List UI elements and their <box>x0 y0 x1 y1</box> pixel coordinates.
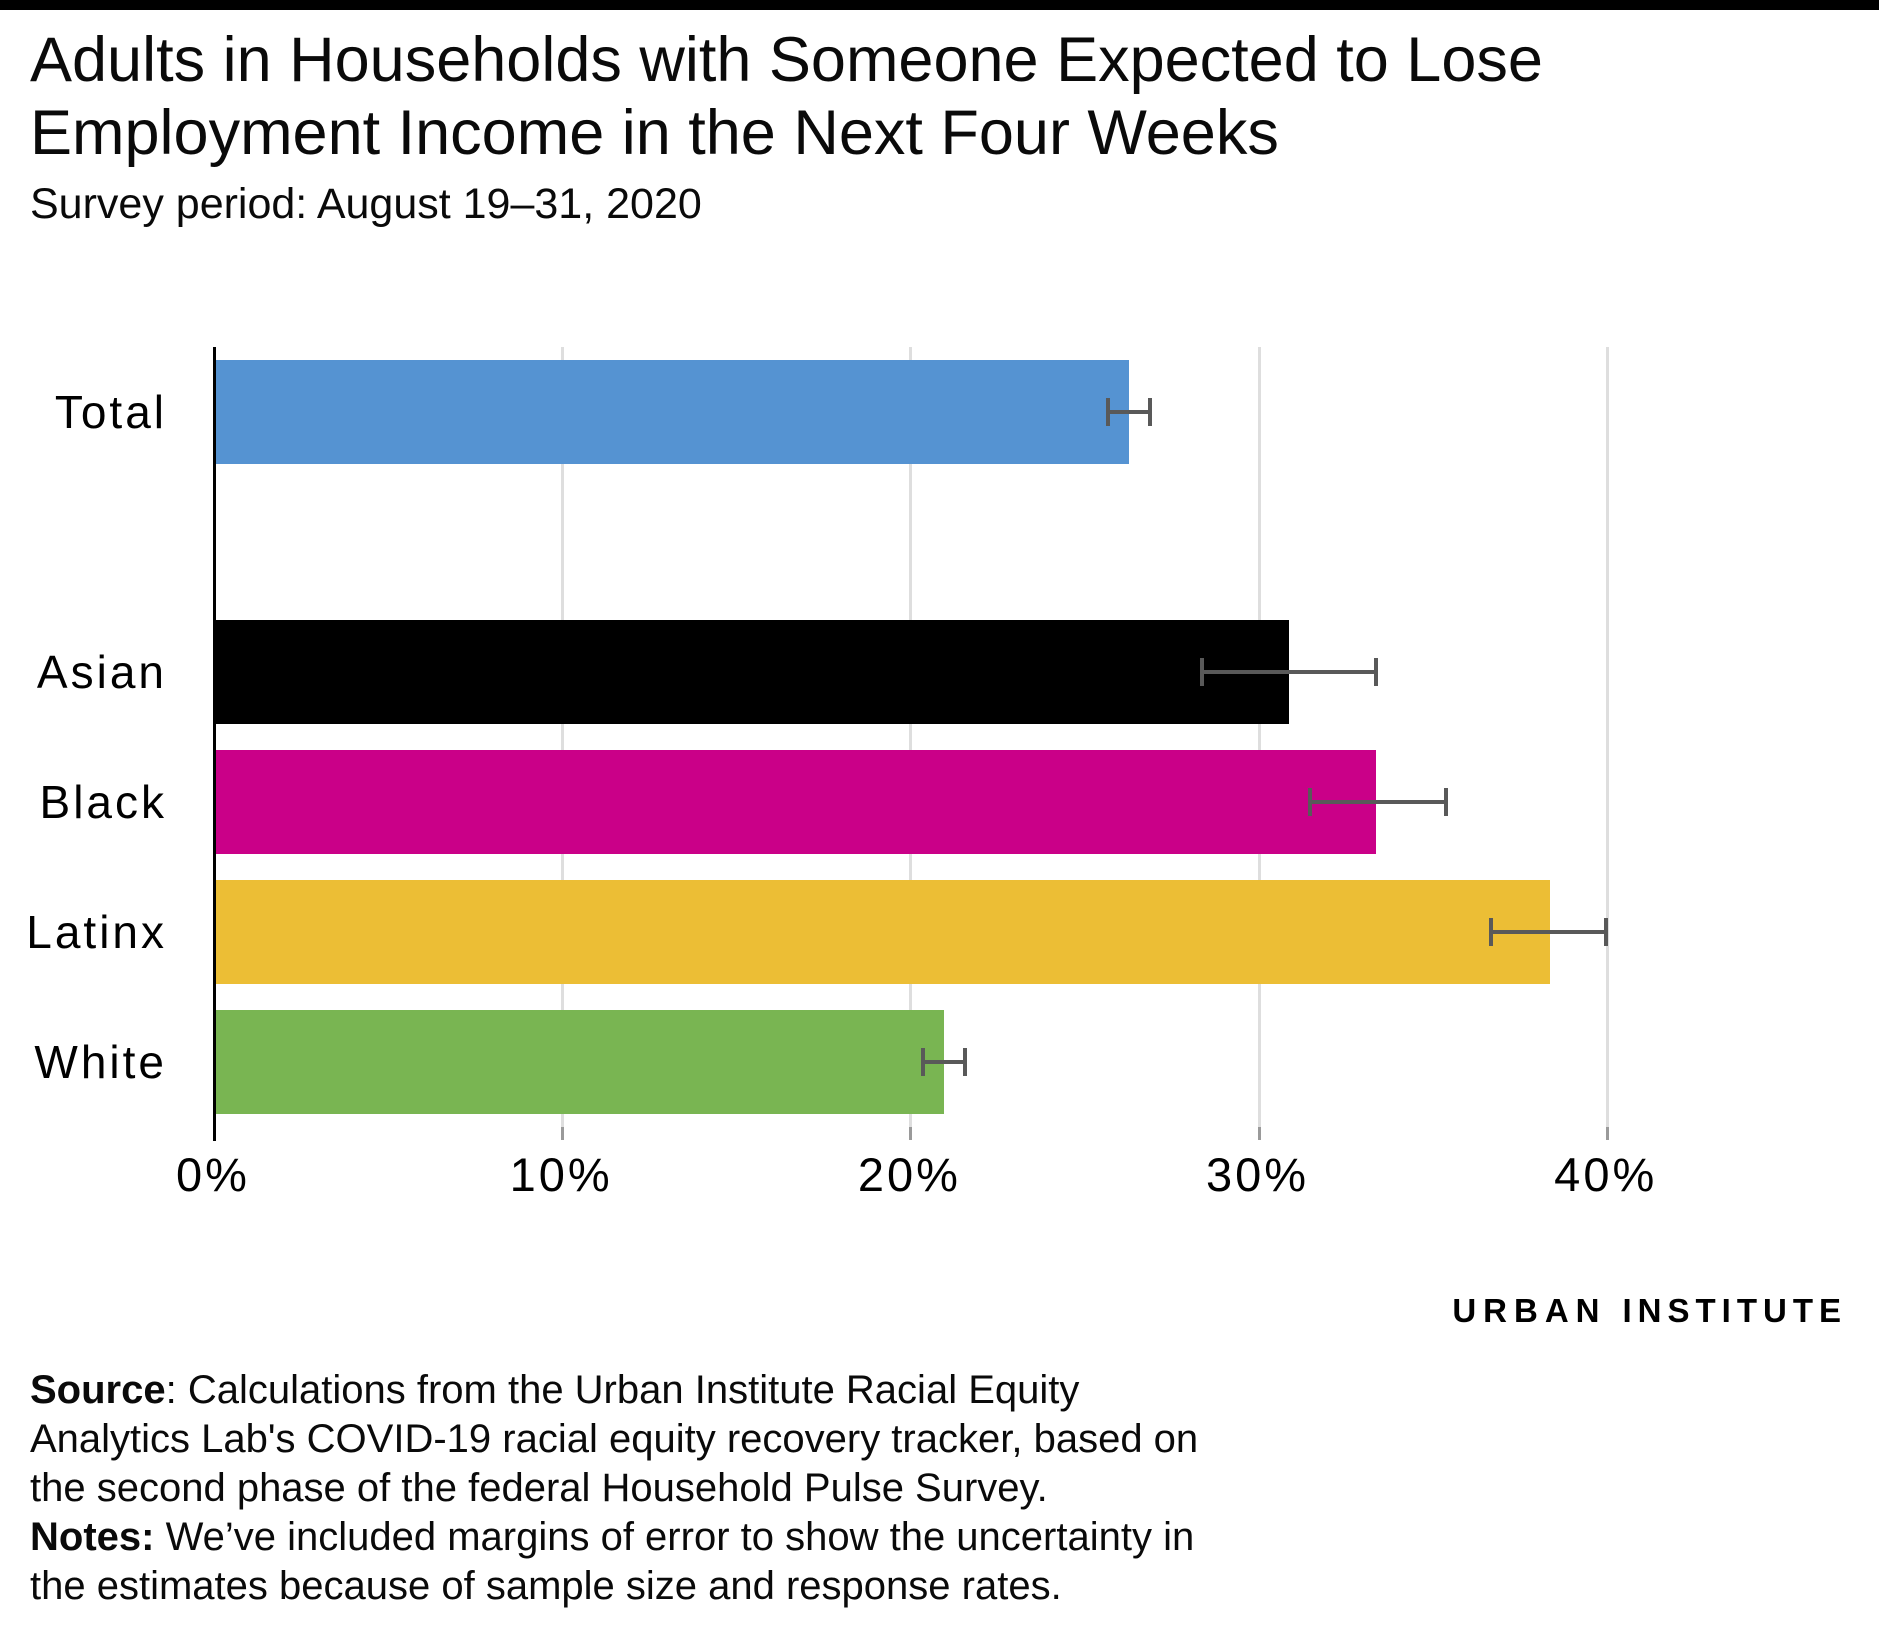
error-cap-low-asian <box>1199 658 1204 686</box>
bar-black <box>213 750 1376 854</box>
page-title: Adults in Households with Someone Expect… <box>30 24 1543 170</box>
error-cap-high-total <box>1147 398 1152 426</box>
error-bar-black <box>1309 800 1446 804</box>
error-bar-white <box>923 1060 966 1064</box>
gridline-30 <box>1257 347 1261 1127</box>
x-axis-label-20: 20% <box>857 1148 961 1201</box>
x-axis-label-30: 30% <box>1205 1148 1310 1201</box>
chart-rows: Total Asian Black Latinx White <box>0 347 1745 1127</box>
logo-urban-text: URBAN <box>1452 1292 1607 1329</box>
error-cap-high-white <box>963 1048 968 1076</box>
gridline-10 <box>561 347 565 1127</box>
urban-institute-logo: URBAN INSTITUTE <box>1452 1292 1847 1330</box>
error-bar-total <box>1107 410 1150 414</box>
bar-area-black <box>213 750 1745 854</box>
x-tick-20 <box>909 1127 913 1140</box>
error-cap-low-total <box>1105 398 1110 426</box>
x-axis-label-0: 0% <box>176 1148 250 1201</box>
x-axis-label-40: 40% <box>1554 1148 1658 1201</box>
category-label-asian: Asian <box>36 646 167 698</box>
bar-area-total <box>213 360 1745 464</box>
logo-institute-text: INSTITUTE <box>1622 1292 1847 1329</box>
title-line-1: Adults in Households with Someone Expect… <box>30 25 1543 95</box>
bar-white <box>213 1010 945 1114</box>
grid-layer <box>213 347 1745 1141</box>
category-label-black: Black <box>39 776 167 828</box>
category-label-latinx: Latinx <box>26 906 167 958</box>
x-tick-30 <box>1257 1127 1261 1140</box>
error-cap-low-latinx <box>1488 918 1493 946</box>
x-axis-label-10: 10% <box>509 1148 613 1201</box>
notes-paragraph: Notes: We’ve included margins of error t… <box>30 1513 1240 1611</box>
error-cap-high-latinx <box>1603 918 1608 946</box>
category-label-white: White <box>34 1036 167 1088</box>
chart-row-white: White <box>0 997 1745 1127</box>
top-rule <box>0 0 1879 10</box>
chart-row-asian: Asian <box>0 607 1745 737</box>
bar-area-latinx <box>213 880 1745 984</box>
category-label-total: Total <box>54 386 167 438</box>
source-label: Source <box>30 1368 166 1412</box>
source-paragraph: Source: Calculations from the Urban Inst… <box>30 1366 1240 1513</box>
source-text: : Calculations from the Urban Institute … <box>30 1368 1199 1510</box>
title-line-2: Employment Income in the Next Four Weeks <box>30 98 1279 169</box>
notes-text: We’ve included margins of error to show … <box>30 1515 1195 1608</box>
y-axis-line <box>213 347 216 1141</box>
chart-subtitle: Survey period: August 19–31, 2020 <box>30 180 702 228</box>
chart-row-black: Black <box>0 737 1745 867</box>
chart-row-total: Total <box>0 347 1745 477</box>
chart-row-latinx: Latinx <box>0 867 1745 997</box>
error-cap-low-white <box>921 1048 926 1076</box>
error-cap-low-black <box>1307 788 1312 816</box>
x-tick-40 <box>1605 1127 1609 1140</box>
bar-chart: 0% 10% 20% 30% 40% Total Asian Black Latinx Whit… <box>0 347 1745 1201</box>
error-cap-high-black <box>1443 788 1448 816</box>
error-cap-high-asian <box>1373 658 1378 686</box>
x-tick-10 <box>561 1127 565 1140</box>
bar-latinx <box>213 880 1551 984</box>
bar-asian <box>213 620 1289 724</box>
error-bar-latinx <box>1490 930 1606 934</box>
bar-total <box>213 360 1129 464</box>
chart-row-spacer <box>0 477 1745 607</box>
bar-area-asian <box>213 620 1745 724</box>
bar-area-white <box>213 1010 1745 1114</box>
x-axis-labels: 0% 10% 20% 30% 40% <box>176 1147 1745 1207</box>
gridline-40 <box>1605 347 1609 1127</box>
footer-notes: Source: Calculations from the Urban Inst… <box>30 1366 1240 1611</box>
notes-label: Notes: <box>30 1515 155 1559</box>
gridline-20 <box>909 347 913 1127</box>
error-bar-asian <box>1201 670 1376 674</box>
